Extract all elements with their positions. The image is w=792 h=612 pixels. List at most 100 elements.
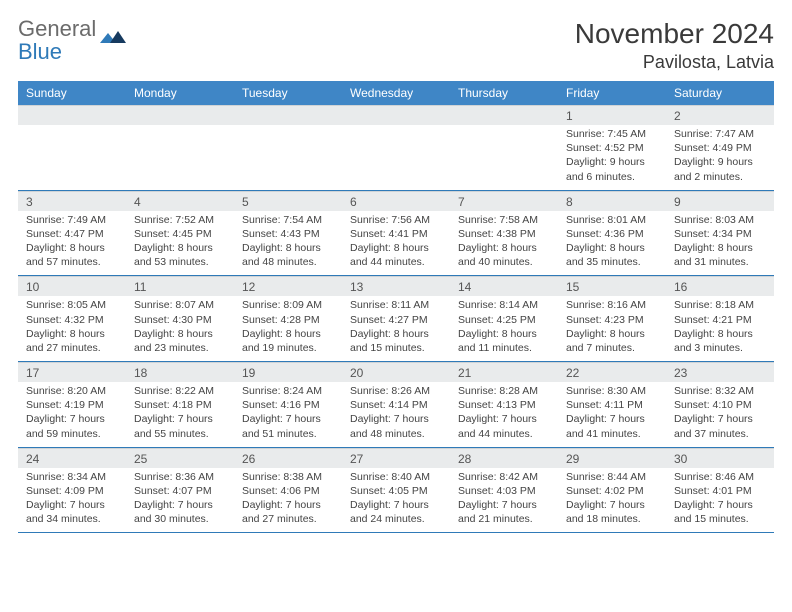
day-number: 30 [666, 449, 774, 468]
daylight-text: Daylight: 8 hours and 35 minutes. [566, 241, 660, 269]
weekday-header-cell: Thursday [450, 81, 558, 105]
day-details: Sunrise: 8:16 AMSunset: 4:23 PMDaylight:… [558, 296, 666, 361]
day-number: 22 [558, 363, 666, 382]
sunset-text: Sunset: 4:52 PM [566, 141, 660, 155]
sunset-text: Sunset: 4:11 PM [566, 398, 660, 412]
details-row: Sunrise: 8:34 AMSunset: 4:09 PMDaylight:… [18, 468, 774, 534]
sunrise-text: Sunrise: 8:05 AM [26, 298, 120, 312]
day-details: Sunrise: 8:09 AMSunset: 4:28 PMDaylight:… [234, 296, 342, 361]
sunrise-text: Sunrise: 8:34 AM [26, 470, 120, 484]
daylight-text: Daylight: 8 hours and 3 minutes. [674, 327, 768, 355]
logo-text-general: General [18, 16, 96, 41]
day-details: Sunrise: 8:07 AMSunset: 4:30 PMDaylight:… [126, 296, 234, 361]
details-row: Sunrise: 7:49 AMSunset: 4:47 PMDaylight:… [18, 211, 774, 277]
daylight-text: Daylight: 8 hours and 7 minutes. [566, 327, 660, 355]
day-number: 7 [450, 192, 558, 211]
daylight-text: Daylight: 7 hours and 34 minutes. [26, 498, 120, 526]
sunset-text: Sunset: 4:13 PM [458, 398, 552, 412]
daylight-text: Daylight: 7 hours and 30 minutes. [134, 498, 228, 526]
daylight-text: Daylight: 7 hours and 37 minutes. [674, 412, 768, 440]
sunset-text: Sunset: 4:43 PM [242, 227, 336, 241]
day-details: Sunrise: 8:30 AMSunset: 4:11 PMDaylight:… [558, 382, 666, 447]
day-details: Sunrise: 8:05 AMSunset: 4:32 PMDaylight:… [18, 296, 126, 361]
sunrise-text: Sunrise: 8:32 AM [674, 384, 768, 398]
day-number: 11 [126, 277, 234, 296]
daylight-text: Daylight: 7 hours and 27 minutes. [242, 498, 336, 526]
sunset-text: Sunset: 4:06 PM [242, 484, 336, 498]
daylight-text: Daylight: 7 hours and 18 minutes. [566, 498, 660, 526]
day-number: 1 [558, 106, 666, 125]
sunrise-text: Sunrise: 7:54 AM [242, 213, 336, 227]
day-number: 29 [558, 449, 666, 468]
daylight-text: Daylight: 8 hours and 11 minutes. [458, 327, 552, 355]
daylight-text: Daylight: 7 hours and 59 minutes. [26, 412, 120, 440]
day-details: Sunrise: 8:26 AMSunset: 4:14 PMDaylight:… [342, 382, 450, 447]
daylight-text: Daylight: 8 hours and 15 minutes. [350, 327, 444, 355]
sunrise-text: Sunrise: 8:24 AM [242, 384, 336, 398]
day-details [18, 125, 126, 190]
day-details: Sunrise: 8:11 AMSunset: 4:27 PMDaylight:… [342, 296, 450, 361]
day-details: Sunrise: 7:54 AMSunset: 4:43 PMDaylight:… [234, 211, 342, 276]
sunset-text: Sunset: 4:28 PM [242, 313, 336, 327]
sunrise-text: Sunrise: 8:38 AM [242, 470, 336, 484]
details-row: Sunrise: 8:05 AMSunset: 4:32 PMDaylight:… [18, 296, 774, 362]
daylight-text: Daylight: 8 hours and 27 minutes. [26, 327, 120, 355]
weekday-header-cell: Saturday [666, 81, 774, 105]
sunrise-text: Sunrise: 8:11 AM [350, 298, 444, 312]
sunrise-text: Sunrise: 8:01 AM [566, 213, 660, 227]
day-details: Sunrise: 8:22 AMSunset: 4:18 PMDaylight:… [126, 382, 234, 447]
sunrise-text: Sunrise: 8:36 AM [134, 470, 228, 484]
sunrise-text: Sunrise: 7:52 AM [134, 213, 228, 227]
sunset-text: Sunset: 4:01 PM [674, 484, 768, 498]
daynum-row: 10111213141516 [18, 276, 774, 296]
sunrise-text: Sunrise: 8:46 AM [674, 470, 768, 484]
day-details: Sunrise: 8:40 AMSunset: 4:05 PMDaylight:… [342, 468, 450, 533]
sunrise-text: Sunrise: 7:56 AM [350, 213, 444, 227]
day-number: 8 [558, 192, 666, 211]
sunset-text: Sunset: 4:19 PM [26, 398, 120, 412]
logo-text-blue: Blue [18, 39, 62, 64]
daylight-text: Daylight: 7 hours and 41 minutes. [566, 412, 660, 440]
day-number: 20 [342, 363, 450, 382]
daylight-text: Daylight: 9 hours and 6 minutes. [566, 155, 660, 183]
day-details: Sunrise: 8:28 AMSunset: 4:13 PMDaylight:… [450, 382, 558, 447]
day-number: 6 [342, 192, 450, 211]
sunset-text: Sunset: 4:36 PM [566, 227, 660, 241]
day-number: 19 [234, 363, 342, 382]
daynum-row: 17181920212223 [18, 362, 774, 382]
day-details: Sunrise: 8:20 AMSunset: 4:19 PMDaylight:… [18, 382, 126, 447]
day-details: Sunrise: 8:42 AMSunset: 4:03 PMDaylight:… [450, 468, 558, 533]
month-title: November 2024 [575, 18, 774, 50]
weekday-header-cell: Friday [558, 81, 666, 105]
sunset-text: Sunset: 4:05 PM [350, 484, 444, 498]
weekday-header-cell: Tuesday [234, 81, 342, 105]
sunset-text: Sunset: 4:03 PM [458, 484, 552, 498]
day-number: 14 [450, 277, 558, 296]
day-number: 12 [234, 277, 342, 296]
sunset-text: Sunset: 4:45 PM [134, 227, 228, 241]
day-number: 23 [666, 363, 774, 382]
sunset-text: Sunset: 4:47 PM [26, 227, 120, 241]
day-details: Sunrise: 7:49 AMSunset: 4:47 PMDaylight:… [18, 211, 126, 276]
day-details: Sunrise: 8:44 AMSunset: 4:02 PMDaylight:… [558, 468, 666, 533]
day-number: 5 [234, 192, 342, 211]
sunrise-text: Sunrise: 8:09 AM [242, 298, 336, 312]
sunrise-text: Sunrise: 8:44 AM [566, 470, 660, 484]
day-number: 17 [18, 363, 126, 382]
day-number: 13 [342, 277, 450, 296]
daylight-text: Daylight: 8 hours and 23 minutes. [134, 327, 228, 355]
sunset-text: Sunset: 4:38 PM [458, 227, 552, 241]
daynum-row: 3456789 [18, 191, 774, 211]
day-details [450, 125, 558, 190]
sunrise-text: Sunrise: 7:45 AM [566, 127, 660, 141]
day-number: 27 [342, 449, 450, 468]
daylight-text: Daylight: 7 hours and 48 minutes. [350, 412, 444, 440]
day-number: 18 [126, 363, 234, 382]
sunrise-text: Sunrise: 8:20 AM [26, 384, 120, 398]
header-row: General Blue November 2024 Pavilosta, La… [18, 18, 774, 73]
daylight-text: Daylight: 7 hours and 44 minutes. [458, 412, 552, 440]
daylight-text: Daylight: 7 hours and 24 minutes. [350, 498, 444, 526]
day-details: Sunrise: 8:14 AMSunset: 4:25 PMDaylight:… [450, 296, 558, 361]
sunset-text: Sunset: 4:16 PM [242, 398, 336, 412]
daylight-text: Daylight: 8 hours and 48 minutes. [242, 241, 336, 269]
